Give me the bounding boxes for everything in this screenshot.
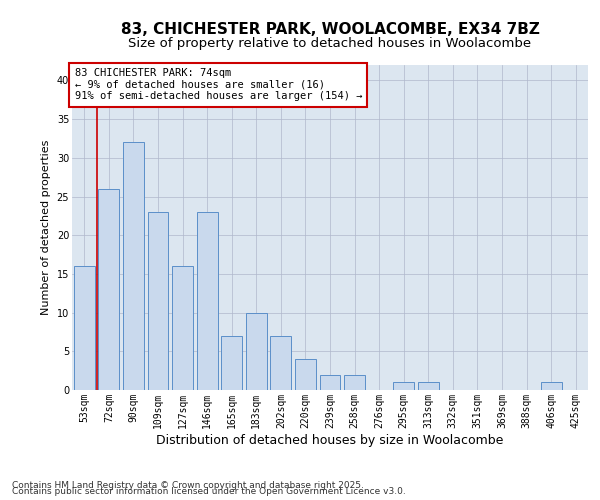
Text: 83 CHICHESTER PARK: 74sqm
← 9% of detached houses are smaller (16)
91% of semi-d: 83 CHICHESTER PARK: 74sqm ← 9% of detach… xyxy=(74,68,362,102)
Text: Size of property relative to detached houses in Woolacombe: Size of property relative to detached ho… xyxy=(128,38,532,51)
Bar xyxy=(344,374,365,390)
Bar xyxy=(197,212,218,390)
Bar xyxy=(148,212,169,390)
Bar xyxy=(320,374,340,390)
Bar xyxy=(98,189,119,390)
Bar xyxy=(123,142,144,390)
X-axis label: Distribution of detached houses by size in Woolacombe: Distribution of detached houses by size … xyxy=(157,434,503,446)
Text: Contains HM Land Registry data © Crown copyright and database right 2025.: Contains HM Land Registry data © Crown c… xyxy=(12,481,364,490)
Text: Contains public sector information licensed under the Open Government Licence v3: Contains public sector information licen… xyxy=(12,488,406,496)
Bar xyxy=(221,336,242,390)
Bar xyxy=(541,382,562,390)
Bar xyxy=(295,359,316,390)
Bar xyxy=(271,336,292,390)
Bar xyxy=(172,266,193,390)
Text: 83, CHICHESTER PARK, WOOLACOMBE, EX34 7BZ: 83, CHICHESTER PARK, WOOLACOMBE, EX34 7B… xyxy=(121,22,539,38)
Y-axis label: Number of detached properties: Number of detached properties xyxy=(41,140,51,315)
Bar xyxy=(246,312,267,390)
Bar xyxy=(418,382,439,390)
Bar xyxy=(74,266,95,390)
Bar xyxy=(393,382,414,390)
